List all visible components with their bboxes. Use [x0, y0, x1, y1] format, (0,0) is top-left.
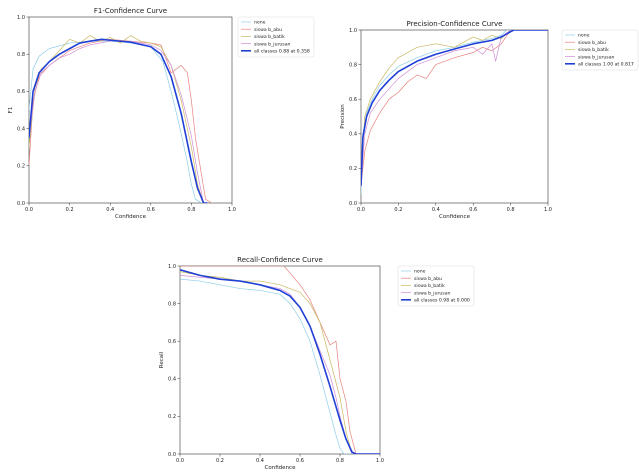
- series-line-siswa-b-jurusan: [361, 30, 548, 186]
- x-tick-label: 0.8: [336, 458, 344, 464]
- x-tick-label: 0.2: [394, 207, 402, 213]
- y-tick-label: 0.4: [17, 126, 25, 132]
- legend-box: [397, 265, 475, 307]
- x-axis-label: Confidence: [115, 214, 147, 220]
- y-tick-label: 0.4: [168, 377, 176, 383]
- legend-label: siswa b_batik: [578, 47, 609, 53]
- y-tick-label: 0.2: [168, 414, 176, 420]
- series-line-all: [180, 268, 380, 454]
- y-tick-label: 0.2: [17, 164, 25, 170]
- y-tick-label: 1.0: [168, 264, 176, 270]
- legend-label: none: [578, 34, 590, 39]
- x-tick-label: 0.4: [106, 207, 114, 213]
- y-axis-label: F1: [8, 107, 14, 114]
- y-tick-label: 0.0: [168, 452, 176, 458]
- series-line-none: [361, 30, 548, 195]
- y-tick-label: 0.4: [349, 132, 357, 138]
- legend-label: all classes 1.00 at 0.817: [578, 62, 634, 68]
- x-tick-label: 0.6: [469, 207, 477, 213]
- legend-label: siswa b_jurusan: [414, 290, 451, 296]
- y-tick-label: 0.0: [349, 201, 357, 207]
- series-line-none: [29, 40, 202, 203]
- legend-label: siswa b_abu: [414, 276, 442, 282]
- x-tick-label: 0.4: [256, 458, 264, 464]
- legend-label: siswa b_abu: [578, 40, 606, 46]
- y-tick-label: 0.6: [17, 89, 25, 95]
- x-tick-label: 0.0: [176, 458, 184, 464]
- series-line-siswa-b-batik: [361, 30, 548, 178]
- x-axis-label: Confidence: [265, 465, 297, 471]
- legend-box: [237, 16, 315, 58]
- y-axis-label: Recall: [159, 351, 165, 368]
- legend-box: [561, 29, 639, 71]
- x-tick-label: 0.0: [25, 207, 33, 213]
- y-tick-label: 0.8: [349, 62, 357, 68]
- y-tick-label: 0.8: [168, 301, 176, 307]
- series-line-none: [180, 278, 380, 454]
- x-tick-label: 0.4: [432, 207, 440, 213]
- legend-label: none: [414, 270, 426, 275]
- x-tick-label: 0.0: [357, 207, 365, 213]
- y-tick-label: 0.6: [168, 339, 176, 345]
- legend-label: siswa b_jurusan: [578, 54, 615, 60]
- y-tick-label: 1.0: [17, 15, 25, 21]
- legend-label: all classes 0.98 at 0.000: [414, 298, 470, 304]
- x-axis-label: Confidence: [439, 214, 471, 220]
- chart-title: Recall-Confidence Curve: [237, 256, 323, 264]
- y-axis-label: Precision: [340, 104, 346, 129]
- y-tick-label: 0.0: [17, 201, 25, 207]
- x-tick-label: 0.8: [187, 207, 195, 213]
- series-line-siswa-b-abu: [361, 30, 548, 186]
- y-tick-label: 0.6: [349, 97, 357, 103]
- x-tick-label: 0.2: [66, 207, 74, 213]
- legend-label: siswa b_batik: [254, 34, 285, 40]
- legend-label: none: [254, 21, 266, 26]
- legend-label: siswa b_abu: [254, 27, 282, 33]
- legend-label: all classes 0.88 at 0.358: [254, 49, 310, 55]
- x-tick-label: 0.2: [216, 458, 224, 464]
- series-line-all: [29, 38, 208, 203]
- chart-title: Precision-Confidence Curve: [407, 20, 503, 28]
- x-tick-label: 0.8: [507, 207, 515, 213]
- plot-frame: [360, 29, 549, 204]
- series-line-siswa-b-batik: [180, 271, 380, 454]
- x-tick-label: 1.0: [544, 207, 552, 213]
- series-line-siswa-b-abu: [29, 38, 212, 203]
- y-tick-label: 1.0: [349, 28, 357, 34]
- x-tick-label: 1.0: [376, 458, 384, 464]
- x-tick-label: 0.6: [147, 207, 155, 213]
- y-tick-label: 0.2: [349, 166, 357, 172]
- x-tick-label: 0.6: [296, 458, 304, 464]
- series-line-siswa-b-jurusan: [29, 40, 204, 203]
- legend-label: siswa b_batik: [414, 283, 445, 289]
- series-line-all: [361, 30, 548, 186]
- legend-label: siswa b_jurusan: [254, 41, 291, 47]
- chart-2: Precision-Confidence Curve 0.0 0.2 0.4 0.6 0.…: [340, 20, 639, 220]
- y-tick-label: 0.8: [17, 52, 25, 58]
- series-line-siswa-b-jurusan: [180, 275, 380, 454]
- chart-1: F1-Confidence Curve 0.0 0.2 0.4 0.6 0.8 1.0 0.0…: [8, 7, 315, 220]
- x-tick-label: 1.0: [228, 207, 236, 213]
- chart-3: Recall-Confidence Curve 0.0 0.2 0.4 0.6 0.8 1.…: [159, 256, 475, 471]
- chart-title: F1-Confidence Curve: [94, 7, 167, 15]
